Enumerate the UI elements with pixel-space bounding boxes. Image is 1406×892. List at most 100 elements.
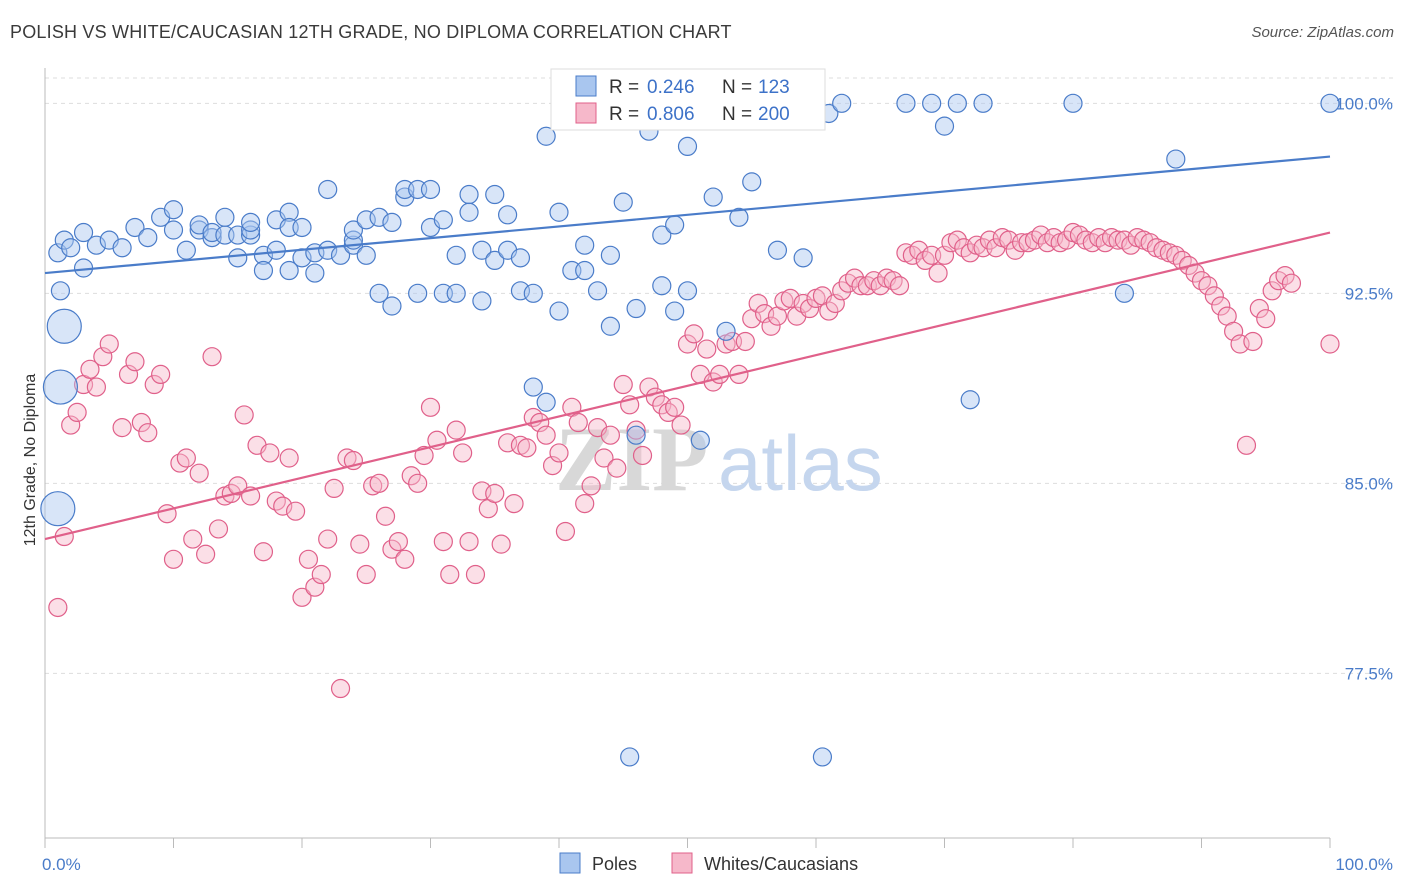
data-point (73, 222, 94, 243)
data-point (138, 228, 158, 248)
data-point (472, 240, 492, 260)
data-point (465, 564, 486, 585)
data-point (99, 334, 119, 354)
data-point (273, 496, 293, 516)
data-point (433, 531, 453, 552)
data-point (825, 293, 845, 314)
data-point (253, 260, 274, 281)
data-point (369, 473, 389, 493)
data-point (973, 93, 993, 113)
data-point (1249, 298, 1269, 319)
data-point (742, 172, 762, 192)
data-point (196, 544, 216, 564)
data-point (125, 217, 145, 238)
data-point (330, 678, 351, 699)
data-point (86, 377, 107, 397)
y-tick-label-0: 77.5% (1345, 664, 1393, 683)
data-point (292, 217, 312, 238)
top-legend: R = 0.246 N = 123 R = 0.806 N = 200 (550, 68, 826, 131)
data-point (960, 243, 980, 263)
data-point (504, 494, 524, 514)
data-point (799, 298, 820, 319)
data-point (767, 240, 788, 260)
data-point (1198, 276, 1218, 296)
data-point (568, 412, 588, 433)
data-point (922, 93, 942, 113)
data-point (819, 301, 839, 321)
data-point (1114, 283, 1135, 303)
data-point (1108, 230, 1128, 250)
data-point (536, 425, 556, 445)
data-point (491, 534, 511, 554)
x-tick-labels: 0.0% 100.0% (42, 855, 1393, 874)
data-point (934, 116, 955, 136)
chart-title: POLISH VS WHITE/CAUCASIAN 12TH GRADE, NO… (10, 22, 732, 42)
data-point (356, 245, 376, 265)
data-point (542, 456, 563, 476)
pink-series-points (48, 222, 1340, 699)
data-point (112, 238, 132, 258)
data-point (613, 192, 633, 212)
data-point (632, 445, 653, 466)
data-point (960, 390, 980, 410)
data-point (735, 331, 755, 352)
axes (44, 68, 1331, 848)
data-point (202, 347, 222, 367)
data-point (1243, 331, 1263, 352)
data-point (549, 202, 569, 222)
data-point (112, 418, 132, 438)
data-point (118, 364, 139, 384)
data-point (677, 334, 698, 354)
data-point (253, 542, 274, 562)
data-point (652, 276, 672, 296)
data-point (93, 347, 113, 367)
data-point (594, 448, 614, 468)
data-point (401, 466, 421, 486)
y-tick-labels: 77.5% 85.0% 92.5% 100.0% (1335, 94, 1393, 683)
data-point (575, 235, 595, 255)
data-point (170, 453, 190, 473)
source-credit: Source: ZipAtlas.com (1251, 24, 1394, 41)
data-point (388, 531, 408, 552)
data-point (408, 283, 428, 303)
data-point (658, 402, 678, 422)
data-point (228, 476, 248, 496)
data-point (446, 283, 466, 303)
data-point (208, 519, 229, 539)
data-point (446, 245, 466, 265)
legend-r-label: R = (609, 77, 639, 98)
data-point (703, 187, 723, 207)
data-point (305, 263, 325, 283)
watermark-atlas: atlas (718, 419, 883, 507)
data-point (459, 531, 479, 552)
data-point (716, 321, 736, 341)
data-point (420, 397, 441, 417)
data-point (575, 494, 595, 514)
data-point (793, 248, 813, 268)
data-point (459, 202, 479, 222)
data-point (183, 529, 203, 549)
data-point (896, 93, 916, 113)
data-point (870, 276, 890, 296)
data-point (1320, 93, 1340, 113)
data-point (1166, 245, 1186, 265)
blue-trend-line (44, 155, 1331, 275)
data-point (176, 240, 196, 260)
data-point (587, 281, 608, 301)
data-point (793, 293, 813, 314)
data-point (382, 539, 402, 559)
data-point (67, 402, 87, 422)
data-point (485, 483, 505, 504)
data-point (517, 438, 537, 458)
data-point (620, 747, 640, 767)
data-point (523, 283, 543, 303)
data-point (395, 549, 415, 569)
data-point (48, 243, 68, 263)
data-point (176, 448, 196, 468)
data-point (61, 238, 81, 258)
data-point (260, 443, 280, 463)
data-point (350, 534, 370, 554)
data-point (626, 298, 646, 319)
data-point (600, 425, 621, 445)
